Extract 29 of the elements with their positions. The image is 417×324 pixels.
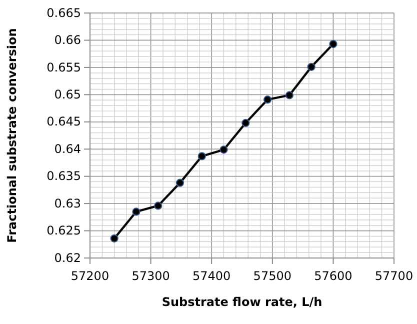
y-tick-label: 0.66 <box>54 33 81 48</box>
y-tick-label: 0.625 <box>46 224 81 238</box>
point <box>110 234 118 242</box>
x-tick-label: 57600 <box>314 269 352 284</box>
point <box>307 62 316 71</box>
y-tick-label: 0.645 <box>46 114 81 129</box>
point <box>329 40 338 48</box>
x-tick-label: 57700 <box>374 269 414 284</box>
x-axis-title: Substrate flow rate, L/h <box>162 295 322 309</box>
y-tick-label: 0.635 <box>46 169 81 184</box>
point <box>132 208 140 216</box>
point <box>176 178 184 187</box>
y-tick-label: 0.63 <box>54 196 81 210</box>
point <box>154 202 162 210</box>
y-tick-label: 0.64 <box>54 142 81 156</box>
y-tick-label: 0.65 <box>54 88 81 102</box>
point <box>198 152 206 160</box>
y-tick-label: 0.655 <box>46 60 81 74</box>
x-tick-label: 57300 <box>132 269 170 284</box>
point <box>220 146 228 154</box>
point <box>263 96 272 104</box>
point <box>242 118 250 128</box>
point <box>285 91 294 100</box>
x-tick-label: 57200 <box>70 269 110 284</box>
y-tick-label: 0.665 <box>46 6 81 20</box>
y-axis-title: Fractional substrate conversion <box>5 28 19 243</box>
x-tick-label: 57400 <box>192 269 231 284</box>
x-tick-label: 57500 <box>253 269 292 284</box>
y-tick-label: 0.62 <box>54 250 81 265</box>
